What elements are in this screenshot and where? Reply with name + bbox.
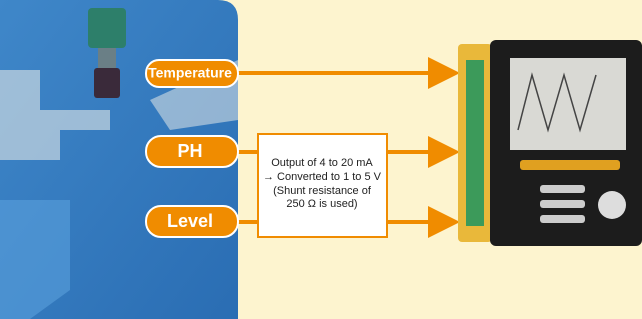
page: Temperature PH Level Output of 4 to 20 m…	[0, 0, 642, 319]
input-label: Temperature	[148, 65, 232, 81]
sensor-head	[88, 8, 126, 48]
device-buttons	[540, 185, 585, 193]
sensor-neck	[98, 48, 116, 68]
diagram: Temperature PH Level Output of 4 to 20 m…	[0, 0, 642, 319]
device-buttons	[540, 200, 585, 208]
converter-text: → Converted to 1 to 5 V	[263, 171, 382, 183]
device-buttons	[520, 160, 620, 170]
device-dial	[598, 191, 626, 219]
device-buttons	[540, 215, 585, 223]
converter-text: Output of 4 to 20 mA	[271, 157, 373, 169]
device-terminal-strip	[466, 60, 484, 226]
converter-text: 250 Ω is used)	[286, 198, 357, 210]
sensor-body	[94, 68, 120, 98]
device-screen	[510, 58, 626, 150]
input-label: Level	[167, 211, 213, 231]
input-label: PH	[177, 141, 202, 161]
converter-text: (Shunt resistance of	[273, 185, 372, 197]
